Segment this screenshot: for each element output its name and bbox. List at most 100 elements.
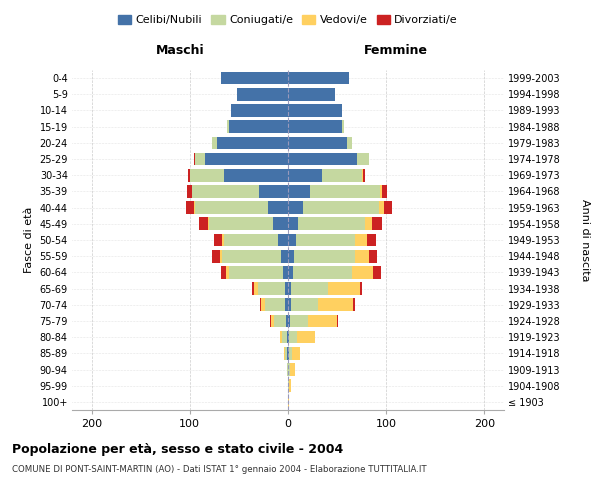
- Bar: [217, 136, 288, 149]
- Bar: [368, 152, 370, 166]
- Bar: [224, 169, 288, 181]
- Bar: [194, 152, 195, 166]
- Bar: [362, 169, 365, 181]
- Bar: [237, 88, 288, 101]
- Text: COMUNE DI PONT-SAINT-MARTIN (AO) - Dati ISTAT 1° gennaio 2004 - Elaborazione TUT: COMUNE DI PONT-SAINT-MARTIN (AO) - Dati …: [12, 465, 427, 474]
- Bar: [287, 331, 288, 344]
- Bar: [194, 202, 195, 214]
- Bar: [288, 169, 322, 181]
- Bar: [229, 266, 283, 278]
- Text: Femmine: Femmine: [364, 44, 428, 57]
- Bar: [212, 250, 220, 262]
- Bar: [187, 185, 192, 198]
- Text: Popolazione per età, sesso e stato civile - 2004: Popolazione per età, sesso e stato civil…: [12, 442, 343, 456]
- Bar: [293, 266, 352, 278]
- Bar: [288, 363, 290, 376]
- Bar: [384, 202, 392, 214]
- Bar: [319, 298, 353, 311]
- Bar: [357, 152, 368, 166]
- Bar: [288, 331, 289, 344]
- Bar: [251, 282, 254, 295]
- Bar: [353, 298, 355, 311]
- Bar: [288, 250, 294, 262]
- Bar: [288, 120, 342, 133]
- Bar: [373, 266, 381, 278]
- Y-axis label: Anni di nascita: Anni di nascita: [580, 198, 590, 281]
- Bar: [195, 202, 268, 214]
- Bar: [314, 331, 316, 344]
- Bar: [190, 169, 224, 181]
- Bar: [199, 218, 208, 230]
- Bar: [288, 88, 335, 101]
- Bar: [288, 152, 357, 166]
- Bar: [195, 152, 205, 166]
- Bar: [288, 380, 289, 392]
- Bar: [231, 104, 288, 117]
- Bar: [221, 72, 288, 85]
- Bar: [259, 185, 288, 198]
- Bar: [208, 218, 209, 230]
- Bar: [285, 298, 288, 311]
- Bar: [274, 314, 286, 328]
- Bar: [273, 218, 288, 230]
- Bar: [289, 347, 292, 360]
- Bar: [337, 314, 338, 328]
- Bar: [222, 250, 281, 262]
- Bar: [303, 202, 379, 214]
- Bar: [380, 185, 382, 198]
- Bar: [288, 396, 289, 408]
- Bar: [224, 234, 278, 246]
- Bar: [355, 234, 367, 246]
- Bar: [379, 202, 384, 214]
- Bar: [285, 347, 287, 360]
- Text: Maschi: Maschi: [155, 44, 205, 57]
- Bar: [212, 136, 217, 149]
- Bar: [281, 250, 288, 262]
- Bar: [298, 218, 365, 230]
- Bar: [226, 266, 229, 278]
- Bar: [347, 136, 352, 149]
- Bar: [260, 298, 262, 311]
- Bar: [188, 169, 190, 181]
- Bar: [284, 347, 285, 360]
- Bar: [271, 314, 274, 328]
- Bar: [288, 298, 291, 311]
- Bar: [373, 218, 382, 230]
- Bar: [287, 347, 288, 360]
- Bar: [283, 266, 288, 278]
- Bar: [227, 120, 229, 133]
- Bar: [291, 282, 328, 295]
- Bar: [292, 347, 300, 360]
- Bar: [365, 218, 373, 230]
- Legend: Celibi/Nubili, Coniugati/e, Vedovi/e, Divorziati/e: Celibi/Nubili, Coniugati/e, Vedovi/e, Di…: [113, 10, 463, 30]
- Bar: [222, 234, 224, 246]
- Bar: [294, 250, 355, 262]
- Bar: [328, 282, 359, 295]
- Bar: [288, 234, 296, 246]
- Bar: [290, 314, 308, 328]
- Bar: [355, 250, 370, 262]
- Bar: [286, 314, 288, 328]
- Bar: [342, 120, 344, 133]
- Bar: [209, 218, 273, 230]
- Bar: [257, 282, 285, 295]
- Bar: [280, 331, 282, 344]
- Bar: [382, 185, 387, 198]
- Bar: [192, 185, 259, 198]
- Bar: [262, 298, 265, 311]
- Bar: [367, 234, 376, 246]
- Bar: [288, 218, 298, 230]
- Bar: [288, 136, 347, 149]
- Bar: [288, 72, 349, 85]
- Bar: [268, 202, 288, 214]
- Bar: [288, 202, 303, 214]
- Bar: [288, 314, 290, 328]
- Bar: [359, 282, 362, 295]
- Bar: [290, 363, 295, 376]
- Bar: [291, 298, 319, 311]
- Bar: [278, 234, 288, 246]
- Bar: [289, 331, 297, 344]
- Bar: [370, 250, 377, 262]
- Bar: [288, 347, 289, 360]
- Bar: [287, 363, 288, 376]
